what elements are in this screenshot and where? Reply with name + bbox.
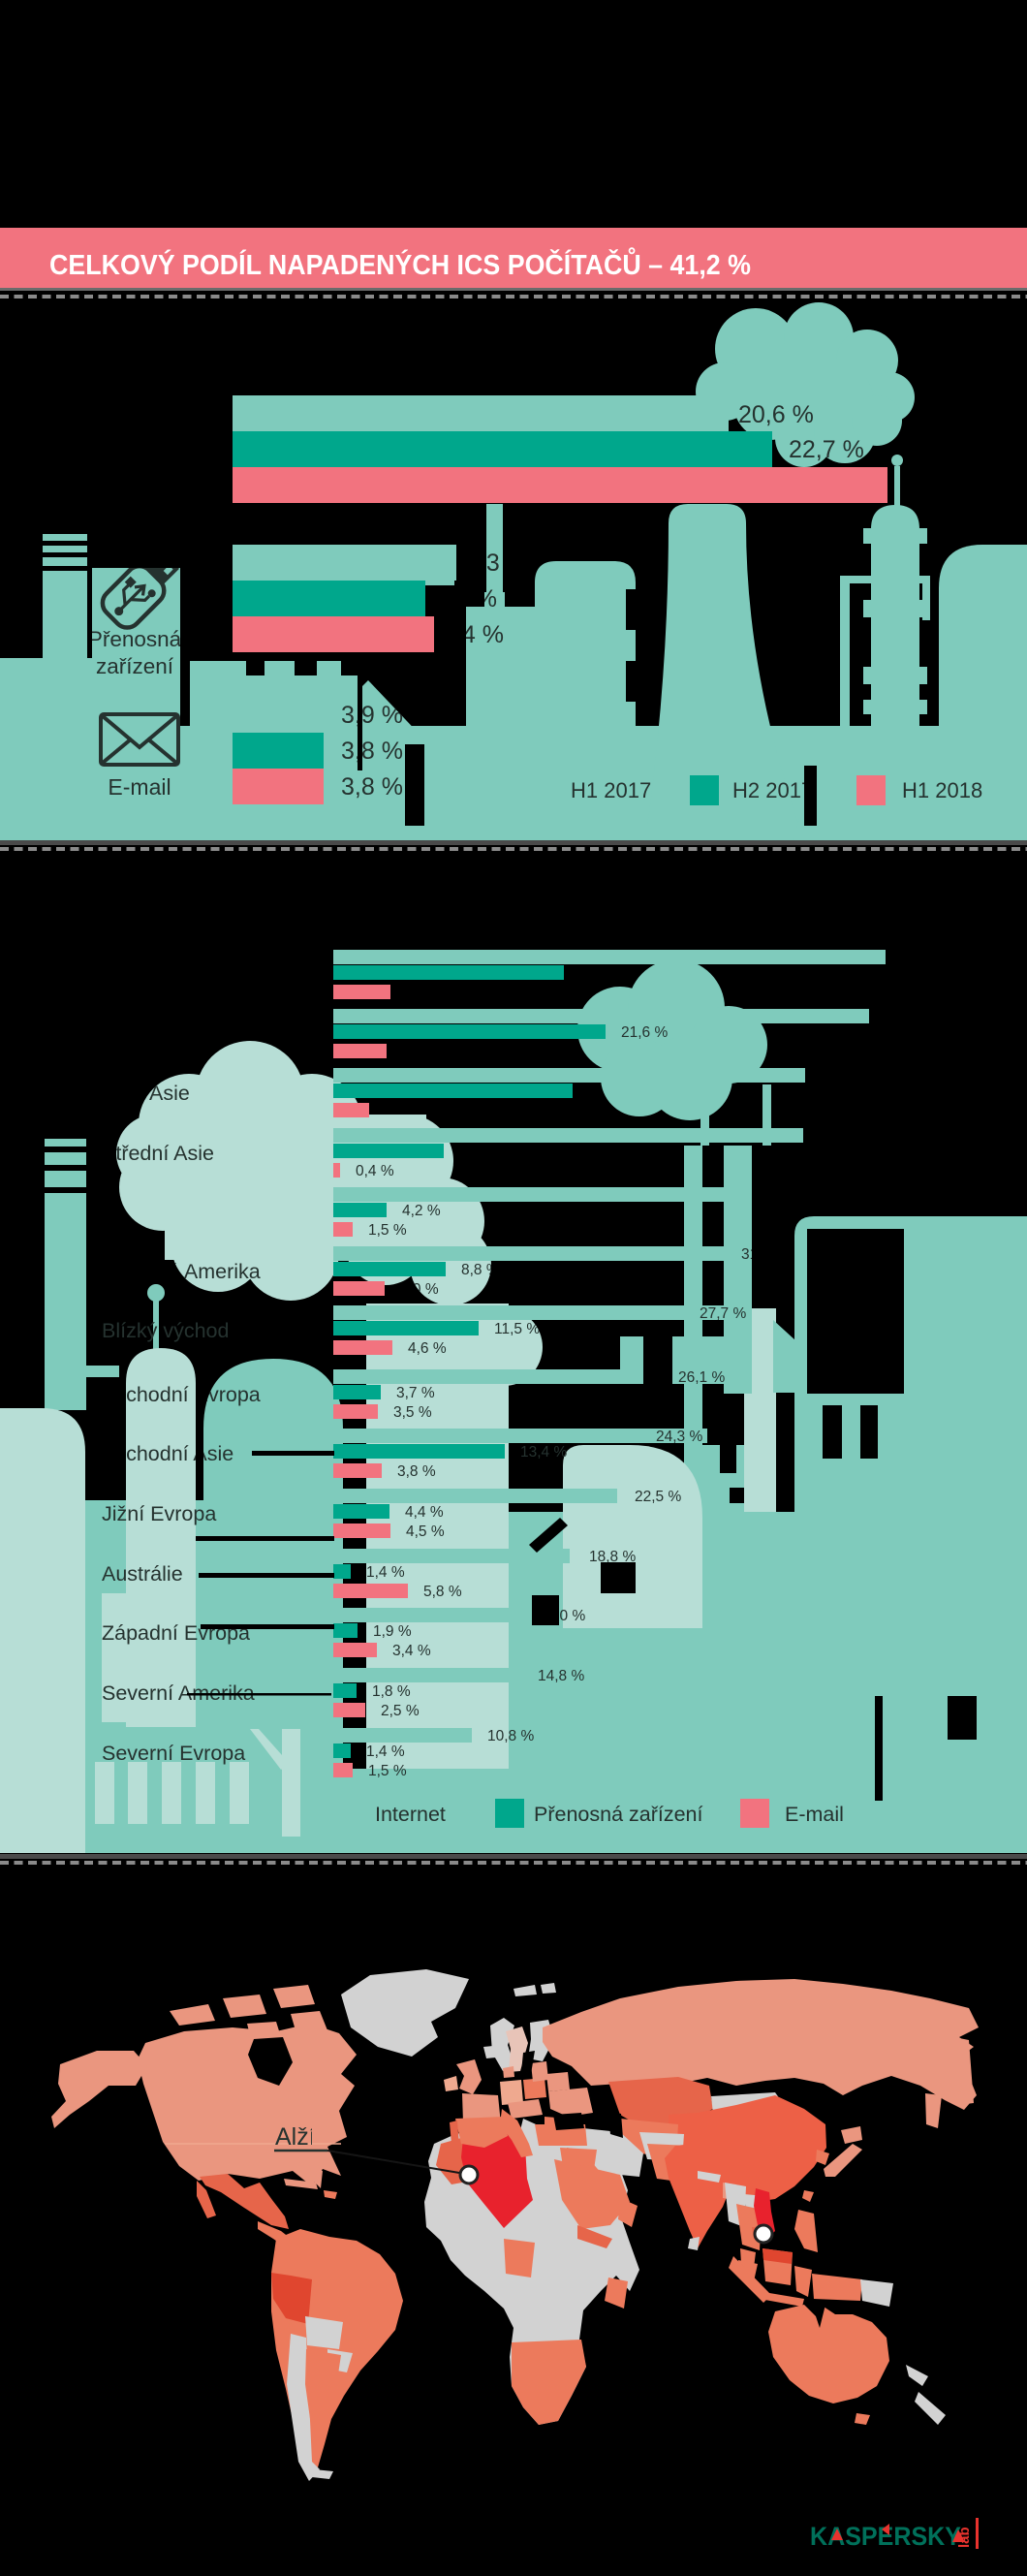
svg-text:H1 2017: H1 2017 xyxy=(571,778,651,802)
svg-text:1,8 %: 1,8 % xyxy=(372,1683,411,1700)
svg-text:Přenosná zařízení: Přenosná zařízení xyxy=(534,1803,703,1826)
svg-text:11,5 %: 11,5 % xyxy=(494,1321,540,1337)
svg-text:27,7 %: 27,7 % xyxy=(700,1305,746,1322)
svg-text:31,9 %: 31,9 % xyxy=(741,1246,788,1263)
svg-text:9,3 %: 9,3 % xyxy=(466,550,528,577)
svg-text:4,2 %: 4,2 % xyxy=(402,1203,441,1219)
svg-text:8,1 %: 8,1 % xyxy=(435,585,497,613)
svg-text:22,5 %: 22,5 % xyxy=(635,1489,681,1505)
svg-text:3,8 %: 3,8 % xyxy=(397,1463,436,1480)
svg-text:1,5 %: 1,5 % xyxy=(368,1763,407,1779)
svg-text:18,8 %: 18,8 % xyxy=(589,1549,636,1565)
svg-text:4,0 %: 4,0 % xyxy=(400,1281,439,1298)
svg-text:Střední Asie: Střední Asie xyxy=(102,1142,214,1165)
svg-text:4,4 %: 4,4 % xyxy=(405,1504,444,1521)
svg-text:20,6 %: 20,6 % xyxy=(738,401,814,428)
svg-text:Jižní Asie: Jižní Asie xyxy=(102,1082,190,1105)
svg-text:1,4 %: 1,4 % xyxy=(366,1564,405,1581)
svg-text:E-mail: E-mail xyxy=(108,774,171,800)
svg-text:1,5 %: 1,5 % xyxy=(368,1222,407,1239)
svg-text:Blízký východ: Blízký východ xyxy=(102,1319,229,1342)
svg-text:4,5 %: 4,5 % xyxy=(406,1524,445,1540)
svg-text:H1 2018: H1 2018 xyxy=(902,778,982,802)
svg-text:Severní Evropa: Severní Evropa xyxy=(102,1742,245,1765)
svg-text:26,1 %: 26,1 % xyxy=(678,1369,725,1386)
svg-text:3,4 %: 3,4 % xyxy=(392,1643,431,1659)
svg-text:Východní Asie: Východní Asie xyxy=(102,1442,233,1465)
svg-text:Austrálie: Austrálie xyxy=(102,1562,183,1586)
svg-text:4,6 %: 4,6 % xyxy=(408,1340,447,1357)
svg-text:2,5 %: 2,5 % xyxy=(381,1703,420,1719)
svg-text:3,9 %: 3,9 % xyxy=(341,702,403,729)
svg-text:0,4 %: 0,4 % xyxy=(356,1163,394,1179)
svg-text:22,7 %: 22,7 % xyxy=(789,436,864,463)
svg-text:3,7 %: 3,7 % xyxy=(396,1385,435,1401)
svg-text:Latinská Amerika: Latinská Amerika xyxy=(102,1260,261,1283)
svg-text:8,4 %: 8,4 % xyxy=(442,621,504,648)
svg-text:Alžírsko: Alžírsko xyxy=(275,2123,361,2151)
svg-text:Internet: Internet xyxy=(375,1803,446,1826)
svg-text:3,8 %: 3,8 % xyxy=(341,773,403,801)
svg-text:3,5 %: 3,5 % xyxy=(393,1404,432,1421)
svg-text:KASPERSKY: KASPERSKY xyxy=(810,2522,961,2551)
svg-text:10,8 %: 10,8 % xyxy=(487,1728,534,1744)
svg-text:24,3 %: 24,3 % xyxy=(656,1429,702,1445)
svg-text:zařízení: zařízení xyxy=(96,654,174,678)
svg-text:Jižní Evropa: Jižní Evropa xyxy=(102,1502,216,1525)
svg-text:E-mail: E-mail xyxy=(785,1803,844,1826)
svg-text:Afrika: Afrika xyxy=(102,963,155,987)
svg-text:CELKOVÝ PODÍL NAPADENÝCH ICS P: CELKOVÝ PODÍL NAPADENÝCH ICS POČÍTAČŮ – … xyxy=(49,246,751,281)
svg-text:1,9 %: 1,9 % xyxy=(373,1623,412,1640)
svg-text:3,8 %: 3,8 % xyxy=(341,738,403,765)
svg-text:Přenosná: Přenosná xyxy=(88,627,182,651)
svg-text:1,4 %: 1,4 % xyxy=(366,1744,405,1760)
svg-text:Jihovýchodní Asie: Jihovýchodní Asie xyxy=(102,1022,268,1046)
svg-text:H2 2017: H2 2017 xyxy=(732,778,813,802)
svg-text:13,4 %: 13,4 % xyxy=(520,1444,567,1461)
svg-text:8,8 %: 8,8 % xyxy=(461,1262,500,1278)
svg-text:5,8 %: 5,8 % xyxy=(423,1584,462,1600)
svg-text:lab: lab xyxy=(956,2527,973,2548)
svg-text:14,8 %: 14,8 % xyxy=(538,1668,584,1684)
svg-text:21,6 %: 21,6 % xyxy=(621,1024,668,1041)
svg-text:Východní Evropa: Východní Evropa xyxy=(102,1383,261,1406)
